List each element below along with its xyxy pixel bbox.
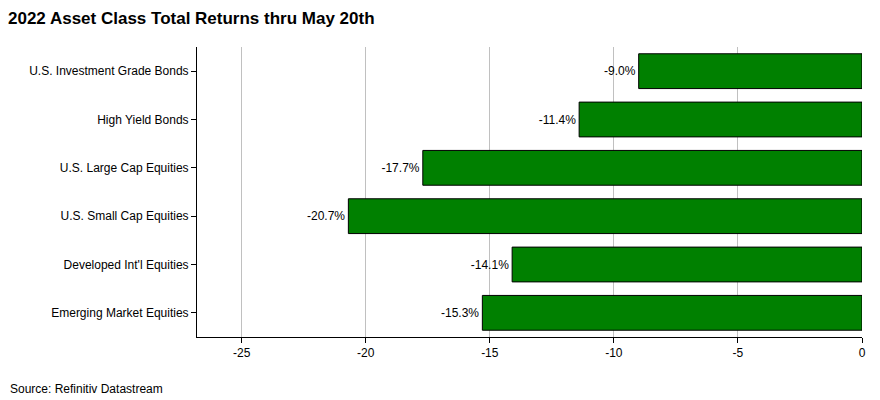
svg-text:U.S. Investment Grade Bonds: U.S. Investment Grade Bonds: [29, 64, 188, 78]
svg-text:Developed Int'l Equities: Developed Int'l Equities: [64, 258, 189, 272]
svg-text:-15.3%: -15.3%: [441, 306, 479, 320]
svg-text:-20: -20: [357, 346, 375, 360]
svg-text:High Yield Bonds: High Yield Bonds: [97, 113, 188, 127]
svg-text:U.S. Large Cap Equities: U.S. Large Cap Equities: [60, 161, 189, 175]
svg-text:-17.7%: -17.7%: [381, 161, 419, 175]
svg-text:Emerging Market Equities: Emerging Market Equities: [51, 306, 188, 320]
svg-text:-10: -10: [605, 346, 623, 360]
svg-text:Source: Refinitiv Datastream: Source: Refinitiv Datastream: [10, 382, 163, 396]
svg-text:2022 Asset Class Total Returns: 2022 Asset Class Total Returns thru May …: [8, 9, 375, 28]
svg-text:U.S. Small Cap Equities: U.S. Small Cap Equities: [61, 209, 189, 223]
svg-text:-11.4%: -11.4%: [539, 113, 576, 127]
svg-text:-9.0%: -9.0%: [604, 64, 636, 78]
svg-text:0: 0: [859, 346, 866, 360]
svg-text:-25: -25: [233, 346, 251, 360]
svg-text:-20.7%: -20.7%: [307, 209, 345, 223]
svg-text:-5: -5: [733, 346, 744, 360]
svg-text:-14.1%: -14.1%: [471, 258, 509, 272]
svg-text:-15: -15: [481, 346, 499, 360]
